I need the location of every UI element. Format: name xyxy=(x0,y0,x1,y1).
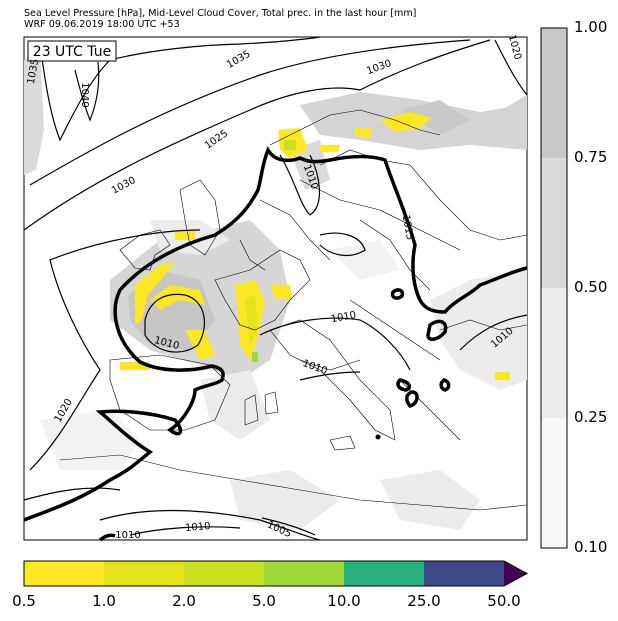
isobar-label: 1010 xyxy=(115,530,140,541)
header-title-line2: WRF 09.06.2019 18:00 UTC +53 xyxy=(24,19,180,30)
cloud-cover-colorbar xyxy=(540,27,568,549)
cloud-tick-label: 0.50 xyxy=(574,278,608,296)
precip-band xyxy=(344,561,424,586)
isobars-thin xyxy=(23,36,528,541)
cloud-cover-band xyxy=(541,158,567,288)
precip-band xyxy=(104,561,184,586)
precip-tick-label: 50.0 xyxy=(487,592,521,610)
precip-tick-label: 0.5 xyxy=(12,592,36,610)
precip-band xyxy=(264,561,344,586)
map-panel: 23 UTC Tue 1035 1040 1035 1030 1030 1025… xyxy=(23,34,528,542)
precip-tick-label: 1.0 xyxy=(92,592,116,610)
precip-tick-label: 25.0 xyxy=(407,592,441,610)
precip-tick-label: 10.0 xyxy=(327,592,361,610)
precip-tick-label: 5.0 xyxy=(252,592,276,610)
cloud-tick-label: 0.25 xyxy=(574,408,608,426)
isobars-thick xyxy=(23,146,528,542)
time-label-box: 23 UTC Tue xyxy=(27,40,117,62)
isobar-label: 1010 xyxy=(330,310,357,325)
cloud-tick-label: 0.10 xyxy=(574,538,608,556)
precipitation-colorbar xyxy=(23,560,529,587)
precip-band xyxy=(424,561,504,586)
cloud-tick-label: 0.75 xyxy=(574,148,608,166)
time-label: 23 UTC Tue xyxy=(33,44,111,60)
precip-extend-arrow xyxy=(504,561,527,586)
precip-band xyxy=(24,561,104,586)
cloud-cover-band xyxy=(541,288,567,418)
isobar-label: 1035 xyxy=(26,58,41,85)
cloud-tick-label: 1.00 xyxy=(574,18,608,36)
cloud-cover-band xyxy=(541,28,567,158)
isobar-label: 1040 xyxy=(79,82,90,107)
precip-band xyxy=(184,561,264,586)
precip-tick-label: 2.0 xyxy=(172,592,196,610)
cloud-cover-band xyxy=(541,418,567,548)
isobar-label: 1015 xyxy=(400,214,415,241)
precipitation-layer xyxy=(120,112,510,380)
isobar-label: 1010 xyxy=(185,521,211,534)
header-title-line1: Sea Level Pressure [hPa], Mid-Level Clou… xyxy=(24,8,417,19)
